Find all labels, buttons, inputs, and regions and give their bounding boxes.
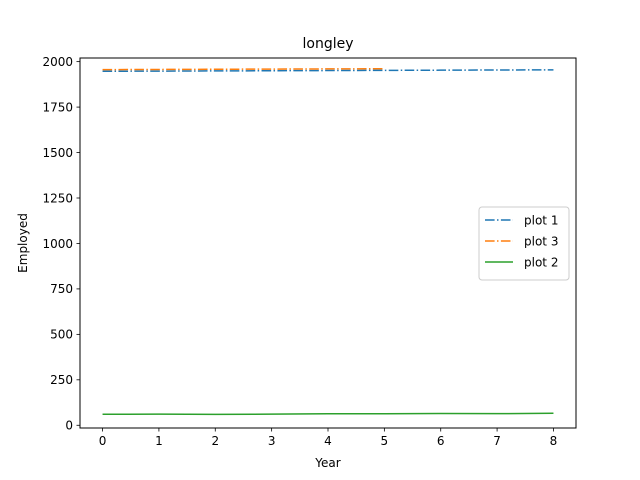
y-axis: 0 250 500 750 1000 1250 1500 1750 2000 bbox=[42, 55, 80, 433]
x-tick-label: 0 bbox=[99, 434, 107, 448]
x-tick-label: 3 bbox=[268, 434, 276, 448]
y-tick-label: 0 bbox=[65, 419, 73, 433]
legend-label: plot 3 bbox=[524, 234, 558, 248]
x-tick-label: 8 bbox=[550, 434, 558, 448]
y-tick-label: 2000 bbox=[42, 55, 73, 69]
y-tick-label: 750 bbox=[50, 282, 73, 296]
legend: plot 1 plot 3 plot 2 bbox=[478, 206, 570, 281]
legend-label: plot 1 bbox=[524, 213, 558, 227]
x-tick-label: 5 bbox=[381, 434, 389, 448]
x-tick-label: 2 bbox=[211, 434, 219, 448]
chart-title: longley bbox=[302, 36, 353, 52]
x-tick-label: 4 bbox=[324, 434, 332, 448]
x-axis-title: Year bbox=[314, 456, 340, 470]
plot-area bbox=[102, 67, 554, 416]
y-tick-label: 1250 bbox=[42, 191, 73, 205]
x-tick-label: 1 bbox=[155, 434, 163, 448]
y-axis-title: Employed bbox=[16, 213, 30, 273]
x-tick-label: 7 bbox=[493, 434, 501, 448]
y-tick-label: 500 bbox=[50, 328, 73, 342]
y-tick-label: 250 bbox=[50, 373, 73, 387]
x-tick-label: 6 bbox=[437, 434, 445, 448]
y-tick-label: 1000 bbox=[42, 237, 73, 251]
x-axis: 0 1 2 3 4 5 6 7 8 bbox=[99, 428, 558, 448]
series-line-1 bbox=[102, 69, 554, 73]
legend-label: plot 2 bbox=[524, 255, 558, 269]
y-tick-label: 1750 bbox=[42, 100, 73, 114]
y-tick-label: 1500 bbox=[42, 146, 73, 160]
series-line-2 bbox=[102, 67, 385, 71]
series-line-3 bbox=[102, 412, 554, 416]
